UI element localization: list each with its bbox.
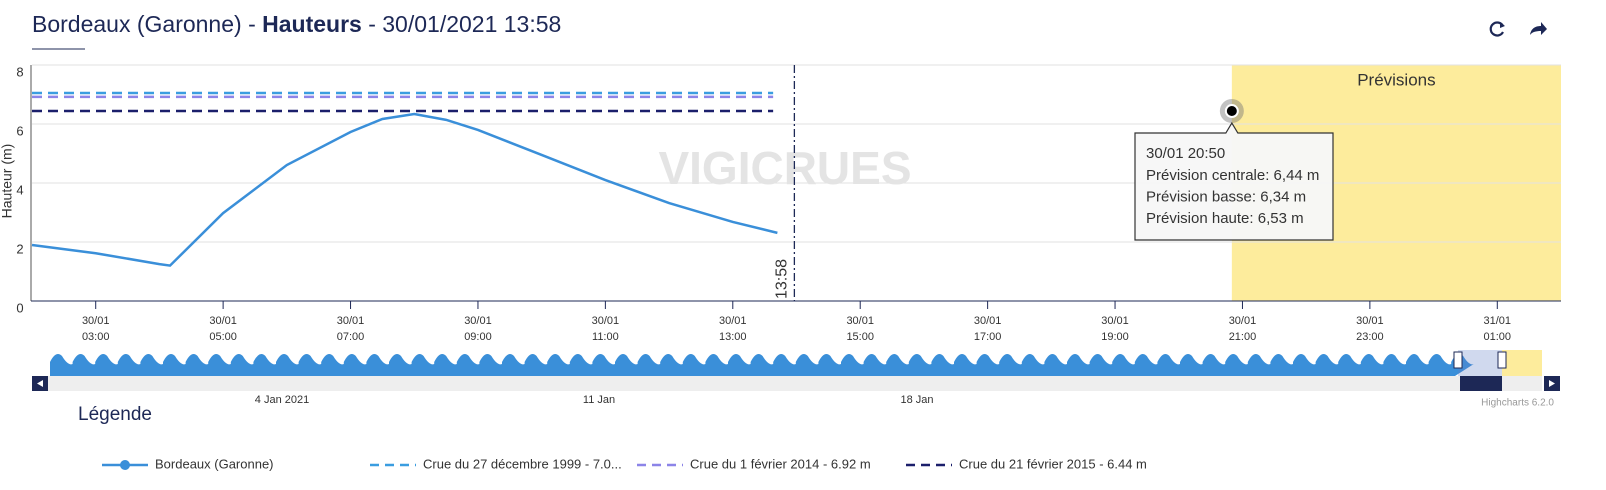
x-tick-time: 21:00 bbox=[1229, 331, 1257, 343]
title-location: Bordeaux (Garonne) - bbox=[32, 11, 262, 37]
x-tick-label: 30/01 21:00 bbox=[1229, 315, 1257, 343]
x-tick-time: 07:00 bbox=[337, 331, 365, 343]
legend-label[interactable]: Crue du 1 février 2014 - 6.92 m bbox=[690, 456, 871, 471]
x-tick-time: 13:00 bbox=[719, 331, 747, 343]
x-tick-time: 17:00 bbox=[974, 331, 1002, 343]
forecast-point bbox=[1224, 104, 1239, 119]
x-tick-label: 30/01 19:00 bbox=[1101, 315, 1129, 343]
x-tick-label: 30/01 15:00 bbox=[846, 315, 874, 343]
scroll-left-arrow bbox=[37, 380, 43, 387]
x-tick-time: 03:00 bbox=[82, 331, 110, 343]
x-tick-label: 30/01 13:00 bbox=[719, 315, 747, 343]
tooltip-box bbox=[1134, 121, 1334, 241]
x-tick-label: 30/01 23:00 bbox=[1356, 315, 1384, 343]
title-variable: Hauteurs bbox=[262, 11, 362, 37]
scroll-thumb[interactable] bbox=[1460, 376, 1502, 391]
navigator-series bbox=[50, 354, 1474, 376]
legend-label[interactable]: Crue du 21 février 2015 - 6.44 m bbox=[959, 456, 1147, 471]
navigator-handle[interactable] bbox=[1453, 351, 1463, 369]
navigator-date: 4 Jan 2021 bbox=[255, 394, 309, 406]
x-tick-date: 30/01 bbox=[1101, 315, 1129, 327]
tooltip-line: Prévision basse: 6,34 m bbox=[1146, 188, 1306, 205]
chart-title: Bordeaux (Garonne) - Hauteurs - 30/01/20… bbox=[32, 11, 561, 37]
x-tick-date: 30/01 bbox=[464, 315, 492, 327]
x-tick-date: 30/01 bbox=[209, 315, 237, 327]
x-tick-time: 01:00 bbox=[1484, 331, 1512, 343]
x-tick-label: 30/01 09:00 bbox=[464, 315, 492, 343]
navigator-date: 11 Jan bbox=[583, 394, 615, 406]
x-tick-time: 11:00 bbox=[592, 331, 619, 343]
y-axis-title: Hauteur (m) bbox=[0, 144, 15, 219]
series-line bbox=[31, 112, 778, 267]
scroll-right-arrow bbox=[1549, 380, 1555, 387]
x-tick-time: 23:00 bbox=[1356, 331, 1384, 343]
watermark: VIGICRUES bbox=[658, 142, 911, 194]
navigator-handle[interactable] bbox=[1497, 351, 1507, 369]
x-tick-time: 09:00 bbox=[464, 331, 492, 343]
x-tick-date: 31/01 bbox=[1484, 315, 1512, 327]
y-tick-label: 0 bbox=[16, 300, 23, 315]
x-tick-label: 30/01 03:00 bbox=[82, 315, 110, 343]
x-tick-date: 30/01 bbox=[719, 315, 747, 327]
x-tick-date: 30/01 bbox=[82, 315, 110, 327]
share-button[interactable] bbox=[1530, 22, 1547, 35]
legend-label[interactable]: Bordeaux (Garonne) bbox=[155, 456, 274, 471]
x-tick-date: 30/01 bbox=[1356, 315, 1384, 327]
y-tick-label: 6 bbox=[16, 123, 23, 138]
legend-label[interactable]: Crue du 27 décembre 1999 - 7.0... bbox=[423, 456, 622, 471]
x-tick-date: 30/01 bbox=[337, 315, 365, 327]
x-tick-label: 30/01 17:00 bbox=[974, 315, 1002, 343]
x-tick-date: 30/01 bbox=[592, 315, 620, 327]
y-tick-label: 8 bbox=[16, 64, 23, 79]
refresh-button[interactable] bbox=[1489, 21, 1505, 37]
tooltip-line: Prévision centrale: 6,44 m bbox=[1146, 167, 1319, 184]
y-tick-label: 4 bbox=[16, 182, 23, 197]
title-date: - 30/01/2021 13:58 bbox=[362, 11, 562, 37]
x-tick-time: 19:00 bbox=[1101, 331, 1129, 343]
x-tick-date: 30/01 bbox=[1229, 315, 1257, 327]
tooltip-line: Prévision haute: 6,53 m bbox=[1146, 210, 1304, 227]
x-tick-label: 30/01 11:00 bbox=[592, 315, 620, 343]
navigator-forecast bbox=[1502, 350, 1542, 376]
x-tick-label: 30/01 07:00 bbox=[337, 315, 365, 343]
x-tick-label: 30/01 05:00 bbox=[209, 315, 237, 343]
navigator-date: 18 Jan bbox=[900, 394, 933, 406]
legend-marker bbox=[120, 460, 130, 470]
credits: Highcharts 6.2.0 bbox=[1481, 398, 1554, 409]
navigator-selection bbox=[1458, 350, 1502, 376]
now-line-label: 13:58 bbox=[774, 259, 791, 299]
x-tick-time: 15:00 bbox=[846, 331, 874, 343]
scrollbar-track bbox=[48, 376, 1542, 391]
x-tick-label: 31/01 01:00 bbox=[1484, 315, 1512, 343]
x-tick-time: 05:00 bbox=[209, 331, 237, 343]
tooltip-title: 30/01 20:50 bbox=[1146, 145, 1225, 162]
forecast-band-label: Prévisions bbox=[1357, 70, 1435, 89]
x-tick-date: 30/01 bbox=[974, 315, 1002, 327]
y-tick-label: 2 bbox=[16, 241, 23, 256]
x-tick-date: 30/01 bbox=[846, 315, 874, 327]
legend-title: Légende bbox=[78, 404, 152, 425]
